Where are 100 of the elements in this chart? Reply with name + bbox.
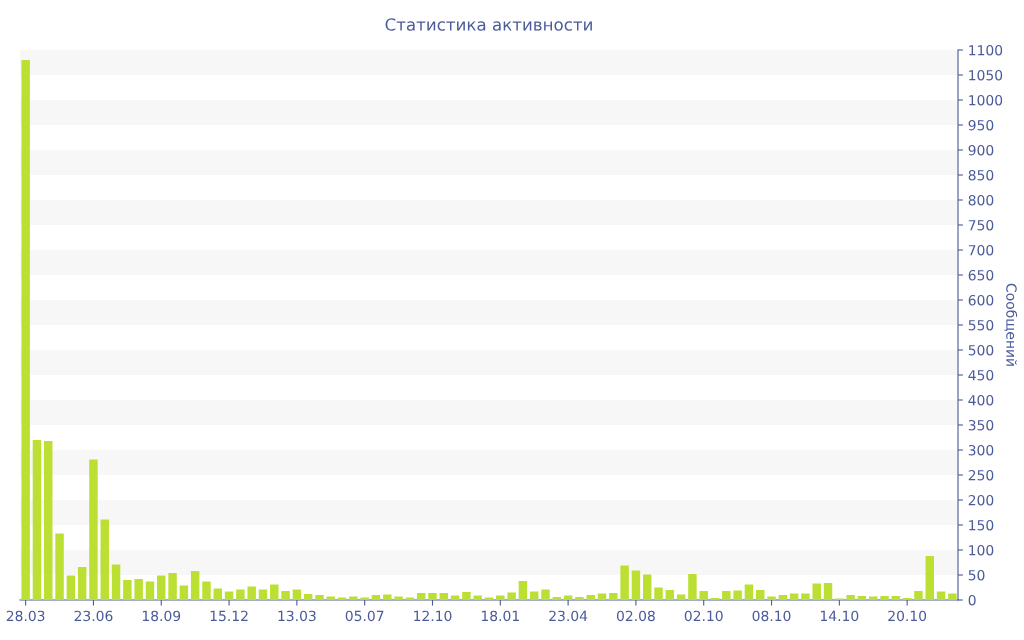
x-tick-label: 12.10 — [414, 610, 452, 622]
y-tick-label: 850 — [968, 169, 994, 181]
bar — [32, 440, 42, 600]
bar — [111, 564, 121, 600]
bar — [722, 591, 731, 600]
x-tick-label: 13.03 — [278, 610, 316, 622]
bar — [292, 589, 302, 600]
bar — [665, 590, 675, 600]
bar — [190, 571, 200, 600]
bar — [496, 595, 505, 600]
bar — [925, 556, 934, 600]
x-tick-label: 18.09 — [142, 610, 181, 622]
y-axis-title: Сообщений — [1004, 283, 1018, 366]
y-tick-label: 400 — [968, 394, 994, 406]
bar — [100, 519, 109, 600]
bar — [778, 595, 788, 600]
y-tick-label: 50 — [968, 569, 985, 581]
x-tick-label: 08.10 — [752, 610, 791, 622]
chart-title: Статистика активности — [385, 18, 592, 31]
x-tick-label: 02.10 — [684, 610, 723, 622]
bar — [755, 590, 765, 600]
y-tick-label: 750 — [968, 219, 994, 231]
bar — [654, 587, 663, 600]
x-tick-label: 23.06 — [74, 610, 113, 622]
bar — [416, 593, 426, 600]
bar — [281, 591, 290, 600]
y-tick-label: 950 — [968, 119, 994, 131]
bar — [552, 597, 562, 600]
bar — [891, 596, 901, 600]
bar — [631, 570, 641, 600]
bar — [462, 592, 471, 600]
y-tick-label: 200 — [968, 494, 994, 506]
bar — [812, 583, 821, 600]
bar — [439, 593, 449, 600]
bar — [394, 596, 403, 600]
bar — [66, 575, 76, 600]
y-tick-label: 1050 — [969, 69, 1003, 81]
y-tick-label: 1000 — [969, 94, 1003, 106]
y-tick-label: 100 — [969, 544, 994, 556]
y-tick-label: 900 — [968, 144, 994, 156]
x-tick-label: 28.03 — [6, 610, 45, 622]
y-tick-label: 550 — [968, 319, 994, 331]
bar — [213, 588, 223, 600]
bar — [55, 533, 64, 600]
bar — [236, 589, 245, 600]
y-tick-label: 450 — [968, 369, 994, 381]
bar — [247, 586, 256, 600]
bar — [846, 595, 855, 600]
y-tick-label: 650 — [968, 269, 994, 281]
bar — [948, 593, 957, 600]
bar — [857, 596, 867, 600]
bar — [880, 596, 889, 600]
bar — [21, 60, 30, 600]
bar — [303, 594, 313, 600]
bar — [258, 589, 268, 600]
bar — [123, 580, 132, 600]
x-tick-label: 18.01 — [481, 610, 519, 622]
bar — [202, 581, 211, 600]
bar — [518, 581, 528, 600]
bar — [823, 583, 833, 600]
bar — [620, 565, 629, 600]
x-tick-label: 23.04 — [549, 610, 588, 622]
x-tick-label: 14.10 — [820, 610, 859, 622]
x-tick-label: 20.10 — [888, 610, 927, 622]
y-tick-label: 500 — [968, 344, 994, 356]
bar — [575, 597, 584, 600]
bar — [168, 573, 177, 600]
bar — [767, 596, 776, 600]
bar — [383, 594, 392, 600]
bar — [914, 591, 923, 600]
y-tick-label: 0 — [968, 594, 976, 606]
bar — [428, 593, 437, 600]
bar — [688, 574, 697, 600]
bar — [609, 593, 618, 600]
x-tick-label: 05.07 — [345, 610, 384, 622]
bar — [270, 584, 279, 600]
y-tick-label: 350 — [968, 419, 994, 431]
y-tick-label: 300 — [968, 444, 994, 456]
bar — [145, 581, 155, 600]
x-tick-label: 02.08 — [616, 610, 655, 622]
bar — [744, 584, 754, 600]
bar — [801, 593, 810, 600]
bar — [134, 579, 143, 600]
bar — [699, 591, 708, 600]
bar — [541, 589, 550, 600]
x-tick-label: 15.12 — [210, 610, 248, 622]
y-tick-label: 600 — [968, 294, 994, 306]
bar — [586, 595, 595, 600]
bar — [179, 585, 189, 600]
bar — [44, 441, 53, 600]
y-tick-label: 800 — [968, 194, 994, 206]
y-tick-label: 700 — [968, 244, 994, 256]
bar — [473, 595, 482, 600]
y-tick-label: 250 — [968, 469, 994, 481]
bar — [371, 595, 381, 600]
bar — [642, 574, 652, 600]
bar — [349, 596, 358, 600]
bar — [157, 575, 166, 600]
y-tick-label: 150 — [969, 519, 994, 531]
bar — [315, 595, 324, 600]
